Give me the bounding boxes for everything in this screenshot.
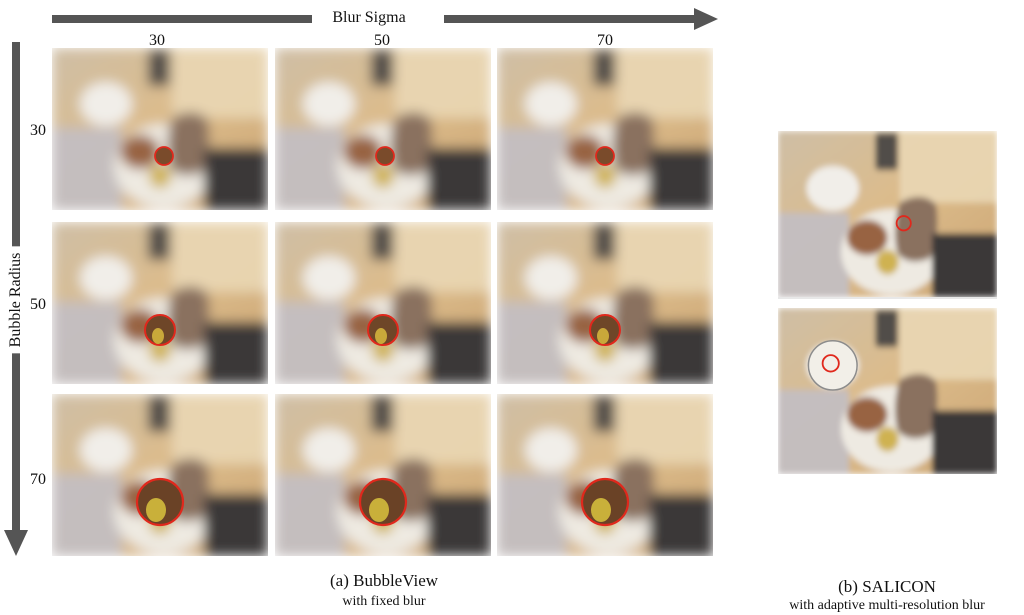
column-label-70: 70 [597, 32, 613, 49]
bubbleview-caption-subtitle: with fixed blur [342, 594, 426, 609]
bubbleview-panel-r70-s30 [52, 394, 268, 556]
salicon-caption-title: (b) SALICON [838, 577, 936, 596]
salicon-panel-top [778, 131, 997, 297]
bubbleview-panel-r30-s50 [275, 48, 491, 210]
row-label-50: 50 [30, 296, 46, 313]
bubbleview-panel-r70-s50 [275, 394, 491, 556]
blur-sigma-arrow [52, 8, 720, 30]
bubbleview-panel-r50-s50 [275, 222, 491, 384]
bubble-radius-label: Bubble Radius [7, 246, 25, 354]
row-label-30: 30 [30, 122, 46, 139]
salicon-panel-bottom [778, 308, 997, 474]
column-label-30: 30 [149, 32, 165, 49]
bubbleview-panel-r30-s30 [52, 48, 268, 210]
bubbleview-panel-r50-s30 [52, 222, 268, 384]
column-label-50: 50 [374, 32, 390, 49]
salicon-caption-subtitle: with adaptive multi-resolution blur [789, 598, 985, 613]
row-label-70: 70 [30, 471, 46, 488]
blur-sigma-label: Blur Sigma [332, 9, 406, 26]
salicon-divider [778, 297, 997, 299]
bubbleview-panel-r30-s70 [497, 48, 713, 210]
bubbleview-caption-title: (a) BubbleView [329, 571, 439, 590]
bubbleview-panel-r50-s70 [497, 222, 713, 384]
bubbleview-panel-r70-s70 [497, 394, 713, 556]
